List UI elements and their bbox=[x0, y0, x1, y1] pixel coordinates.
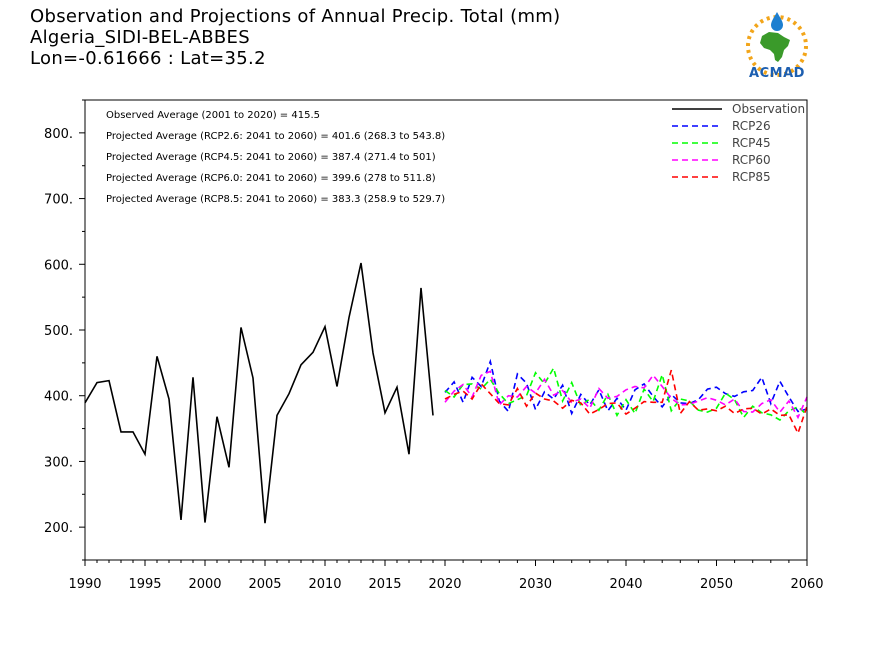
legend: Observation RCP26 RCP45 RCP60 RCP85 bbox=[672, 102, 805, 184]
series-rcp45 bbox=[444, 366, 808, 422]
stat-rcp85: Projected Average (RCP8.5: 2041 to 2060)… bbox=[106, 194, 445, 205]
x-tick-label: 1995 bbox=[128, 577, 161, 592]
chart-title: Observation and Projections of Annual Pr… bbox=[30, 6, 561, 27]
legend-label-rcp26: RCP26 bbox=[732, 119, 771, 133]
y-tick-label: 700. bbox=[44, 193, 73, 208]
series-rcp85 bbox=[444, 369, 808, 436]
title-block: Observation and Projections of Annual Pr… bbox=[30, 6, 560, 69]
series-rcp26 bbox=[444, 358, 808, 416]
y-tick-label: 200. bbox=[44, 521, 73, 536]
x-tick-label: 2030 bbox=[519, 577, 552, 592]
legend-label-rcp45: RCP45 bbox=[732, 136, 771, 150]
stat-rcp45: Projected Average (RCP4.5: 2041 to 2060)… bbox=[106, 152, 436, 163]
sun-rays-icon bbox=[746, 15, 808, 77]
y-tick-label: 300. bbox=[44, 455, 73, 470]
x-tick-label: 2010 bbox=[308, 577, 341, 592]
series-lines bbox=[84, 262, 808, 524]
y-tick-label: 500. bbox=[44, 324, 73, 339]
stat-rcp26: Projected Average (RCP2.6: 2041 to 2060)… bbox=[106, 131, 445, 142]
coordinates: Lon=-0.61666 : Lat=35.2 bbox=[30, 48, 266, 69]
legend-label-rcp85: RCP85 bbox=[732, 170, 771, 184]
africa-icon bbox=[760, 32, 790, 62]
x-tick-label: 2050 bbox=[700, 577, 733, 592]
y-tick-label: 600. bbox=[44, 258, 73, 273]
stat-observed: Observed Average (2001 to 2020) = 415.5 bbox=[106, 110, 320, 121]
stat-rcp60: Projected Average (RCP6.0: 2041 to 2060)… bbox=[106, 173, 436, 184]
stats-box: Observed Average (2001 to 2020) = 415.5 … bbox=[106, 110, 445, 205]
x-tick-label: 2015 bbox=[368, 577, 401, 592]
x-tick-label: 1990 bbox=[68, 577, 101, 592]
x-tick-label: 2040 bbox=[609, 577, 642, 592]
legend-label-observation: Observation bbox=[732, 102, 805, 116]
plot-frame bbox=[84, 99, 808, 561]
y-axis: 200. 300. 400. 500. 600. 700. 800. bbox=[44, 99, 85, 561]
x-tick-label: 2000 bbox=[188, 577, 221, 592]
droplet-icon bbox=[771, 12, 783, 31]
logo-text: ACMAD bbox=[749, 66, 805, 81]
series-observation bbox=[84, 262, 434, 524]
y-tick-label: 400. bbox=[44, 390, 73, 405]
y-tick-label: 800. bbox=[44, 127, 73, 142]
x-tick-label: 2005 bbox=[248, 577, 281, 592]
x-axis: 1990 1995 2000 2005 2010 2015 2020 2030 2040 2050… bbox=[68, 560, 824, 592]
station-name: Algeria_SIDI-BEL-ABBES bbox=[30, 27, 250, 48]
x-tick-label: 2020 bbox=[428, 577, 461, 592]
series-rcp60 bbox=[444, 370, 808, 420]
acmad-logo bbox=[746, 12, 808, 77]
legend-label-rcp60: RCP60 bbox=[732, 153, 771, 167]
x-tick-label: 2060 bbox=[790, 577, 823, 592]
